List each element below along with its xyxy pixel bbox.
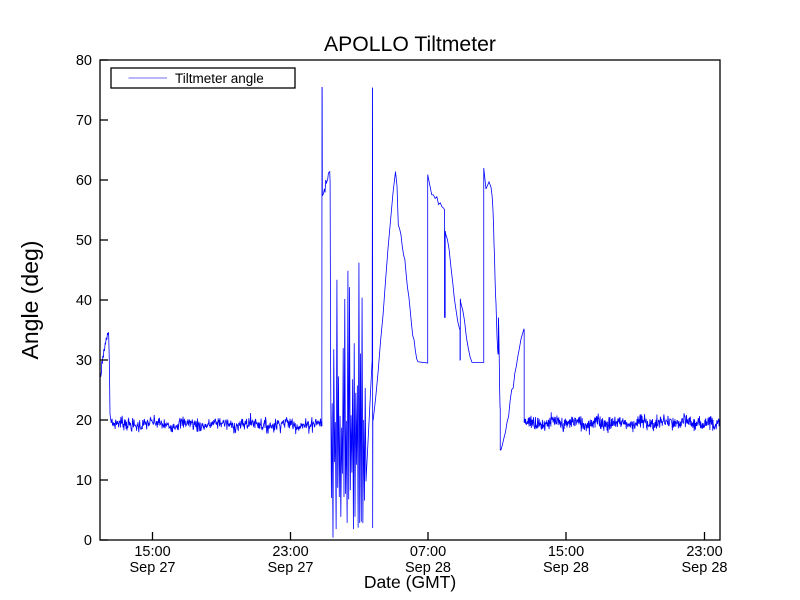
svg-text:60: 60	[76, 173, 92, 189]
svg-text:50: 50	[76, 233, 92, 249]
svg-text:23:00: 23:00	[272, 544, 308, 560]
svg-text:07:00: 07:00	[410, 544, 446, 560]
svg-text:Sep 27: Sep 27	[268, 560, 314, 576]
svg-text:70: 70	[76, 113, 92, 129]
svg-text:10: 10	[76, 473, 92, 489]
svg-text:Angle (deg): Angle (deg)	[17, 241, 43, 360]
svg-text:Sep 28: Sep 28	[682, 560, 728, 576]
svg-text:APOLLO Tiltmeter: APOLLO Tiltmeter	[324, 33, 496, 56]
svg-text:0: 0	[84, 533, 92, 549]
svg-text:Sep 28: Sep 28	[543, 560, 589, 576]
svg-text:Sep 28: Sep 28	[405, 560, 451, 576]
svg-text:15:00: 15:00	[548, 544, 584, 560]
svg-text:15:00: 15:00	[134, 544, 170, 560]
svg-text:Sep 27: Sep 27	[130, 560, 176, 576]
svg-text:23:00: 23:00	[686, 544, 722, 560]
svg-text:20: 20	[76, 413, 92, 429]
svg-text:80: 80	[76, 53, 92, 69]
svg-text:Tiltmeter angle: Tiltmeter angle	[175, 71, 264, 86]
svg-text:30: 30	[76, 353, 92, 369]
svg-text:40: 40	[76, 293, 92, 309]
